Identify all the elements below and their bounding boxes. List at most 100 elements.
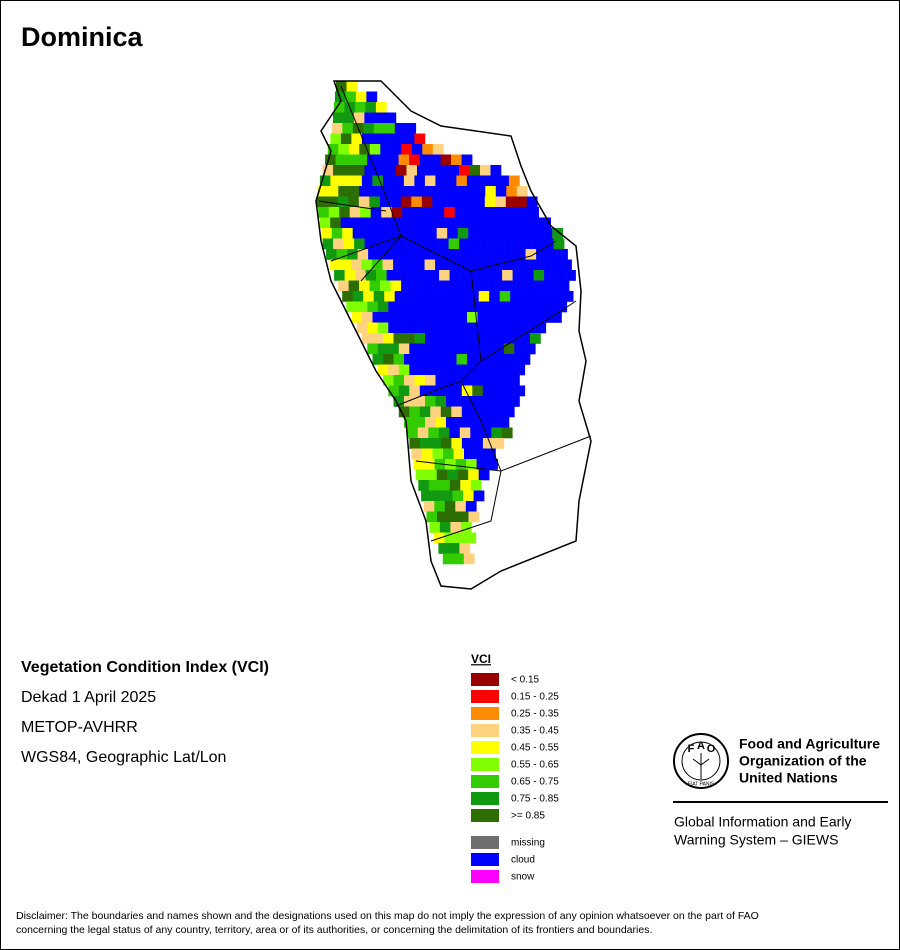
pixel: [370, 207, 382, 218]
pixel: [440, 322, 452, 334]
pixel: [460, 270, 471, 281]
legend-label: cloud: [511, 855, 535, 866]
pixel: [556, 301, 568, 313]
pixel: [435, 333, 447, 344]
pixel: [442, 553, 454, 565]
pixel: [552, 291, 563, 302]
pixel: [355, 270, 366, 281]
pixel: [509, 354, 520, 365]
pixel: [334, 270, 345, 281]
pixel: [359, 186, 371, 197]
pixel: [362, 333, 373, 344]
pixel: [493, 438, 505, 449]
pixel: [394, 123, 406, 134]
pixel: [452, 490, 464, 502]
pixel: [361, 175, 373, 187]
pixel: [535, 301, 547, 313]
pixel: [330, 175, 342, 187]
pixel: [537, 280, 549, 292]
legend-swatch: [471, 775, 499, 788]
pixel: [451, 322, 463, 334]
pixel: [377, 154, 389, 166]
pixel: [543, 238, 554, 250]
fao-logo: F A O FIAT PANIS: [673, 733, 729, 789]
pixel: [482, 385, 494, 397]
pixel: [398, 154, 410, 166]
pixel: [342, 228, 353, 239]
pixel: [448, 238, 460, 250]
pixel: [476, 459, 488, 470]
pixel: [409, 438, 421, 449]
pixel: [435, 259, 446, 271]
pixel: [531, 291, 542, 302]
pixel: [393, 396, 405, 407]
logo-ring: [673, 733, 729, 789]
pixel: [411, 186, 423, 197]
pixel: [327, 186, 339, 197]
pixel: [369, 186, 381, 197]
pixel: [414, 354, 426, 365]
pixel: [405, 291, 416, 302]
pixel: [498, 259, 509, 271]
pixel: [432, 280, 444, 292]
pixel: [447, 228, 458, 239]
pixel: [362, 312, 373, 323]
pixel: [372, 312, 384, 323]
pixel: [467, 354, 478, 365]
pixel: [435, 312, 447, 323]
pixel: [472, 406, 484, 418]
pixel: [551, 312, 562, 323]
pixel: [403, 133, 415, 145]
pixel: [447, 469, 458, 481]
pixel: [318, 207, 329, 218]
pixel: [541, 291, 553, 302]
pixel: [390, 186, 402, 197]
pixel: [405, 123, 417, 134]
pixel: [467, 396, 478, 407]
pixel: [375, 238, 386, 250]
pixel: [394, 291, 406, 302]
pixel: [468, 511, 480, 523]
pixel: [498, 375, 510, 386]
pixel: [509, 375, 520, 386]
pixel: [456, 417, 468, 428]
pixel: [453, 186, 465, 197]
pixel: [469, 165, 481, 176]
pixel: [428, 270, 440, 281]
pixel: [540, 312, 552, 323]
pixel: [377, 301, 389, 313]
pixel: [439, 480, 451, 491]
pixel: [466, 175, 478, 187]
pixel: [482, 322, 494, 334]
pixel: [373, 228, 385, 239]
pixel: [473, 249, 484, 260]
pixel: [508, 217, 520, 229]
pixel: [319, 175, 331, 187]
pixel: [377, 364, 389, 376]
pixel: [349, 207, 361, 218]
pixel: [524, 301, 536, 313]
pixel: [467, 312, 478, 323]
pixel: [355, 91, 367, 103]
pixel: [331, 228, 343, 239]
pixel: [488, 333, 499, 344]
pixel: [414, 217, 425, 229]
pixel: [472, 438, 484, 449]
pixel: [425, 312, 436, 323]
pixel: [356, 154, 368, 166]
pixel: [525, 249, 537, 260]
disclaimer: concerning the legal status of any count…: [16, 924, 652, 936]
pixel: [501, 427, 513, 439]
boundary: [340, 85, 557, 272]
pixel: [357, 249, 369, 260]
pixel: [519, 217, 530, 229]
pixel: [506, 280, 517, 292]
pixel: [472, 301, 484, 313]
pixel: [407, 427, 419, 439]
pixel: [536, 249, 547, 260]
pixel: [364, 165, 376, 176]
pixel: [340, 259, 352, 271]
pixel: [448, 165, 460, 176]
pixel: [380, 186, 392, 197]
legend-label: missing: [511, 838, 545, 849]
